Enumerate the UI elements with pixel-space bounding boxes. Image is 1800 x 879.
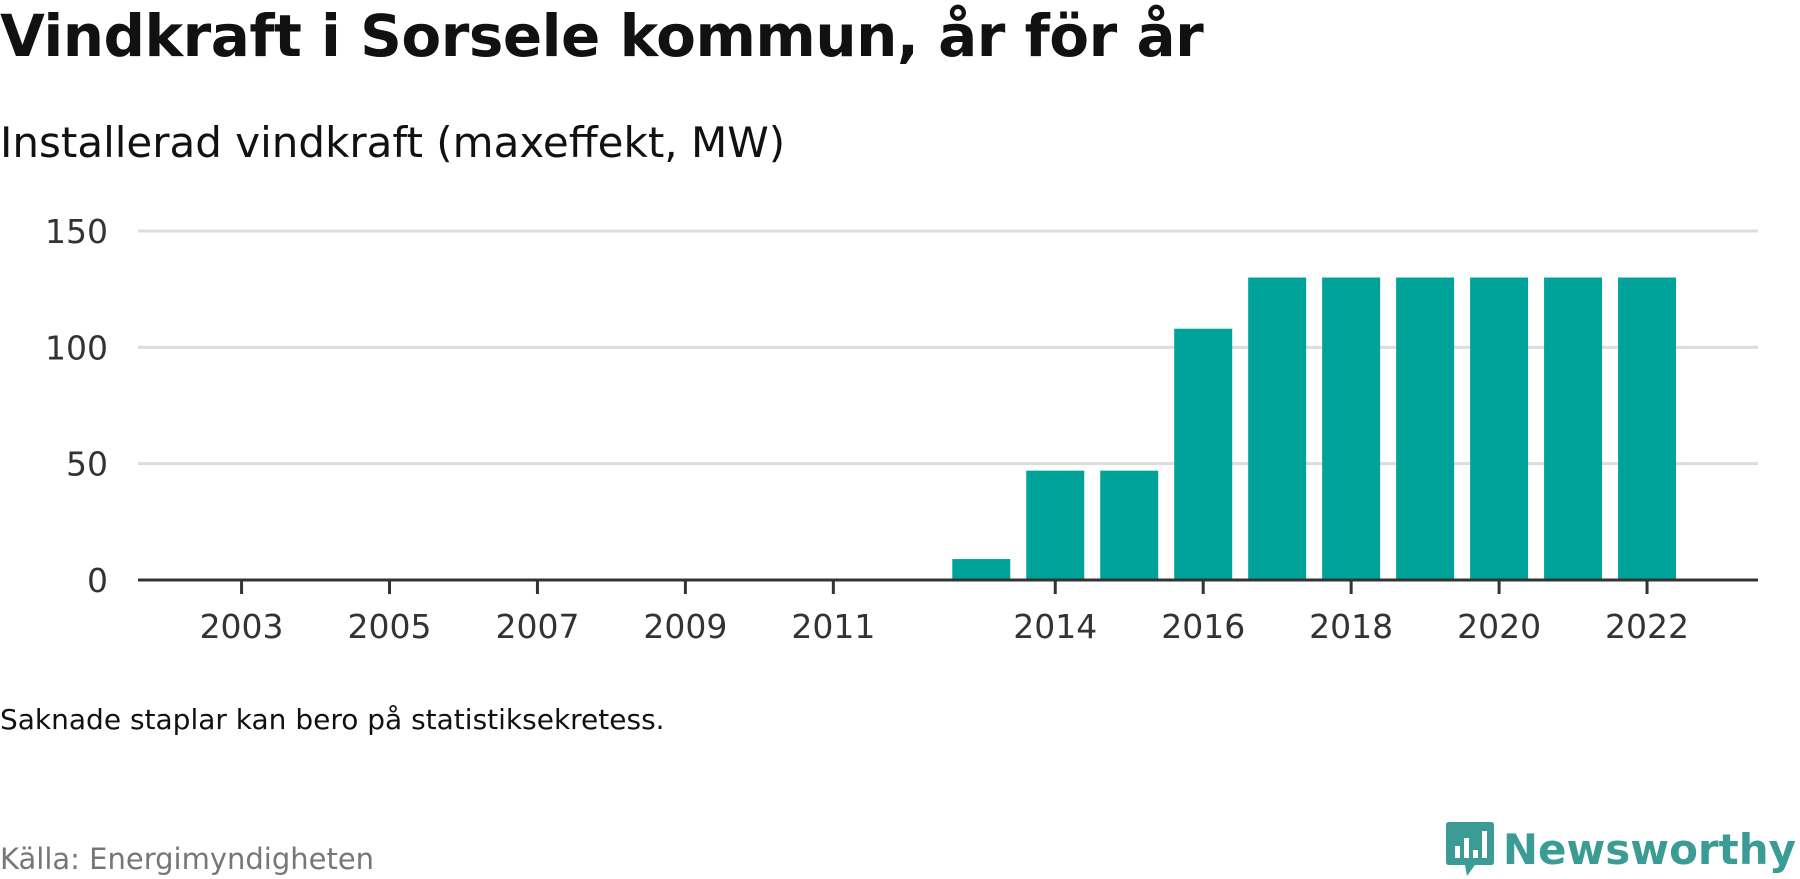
bar bbox=[1026, 470, 1085, 580]
bar bbox=[1470, 277, 1529, 580]
bar bbox=[1248, 277, 1307, 580]
bar bbox=[1174, 328, 1233, 580]
footnote: Saknade staplar kan bero på statistiksek… bbox=[0, 703, 665, 736]
x-tick-label: 2011 bbox=[791, 607, 875, 646]
y-tick-label: 100 bbox=[45, 328, 108, 367]
brand-logo: Newsworthy bbox=[1445, 820, 1796, 878]
chart-title: Vindkraft i Sorsele kommun, år för år bbox=[0, 2, 1204, 70]
x-tick-label: 2018 bbox=[1309, 607, 1393, 646]
bar bbox=[1618, 277, 1677, 580]
bar bbox=[1396, 277, 1455, 580]
chart-subtitle: Installerad vindkraft (maxeffekt, MW) bbox=[0, 118, 786, 167]
bar bbox=[1322, 277, 1381, 580]
x-tick-label: 2022 bbox=[1605, 607, 1689, 646]
bar bbox=[1544, 277, 1603, 580]
x-tick-label: 2003 bbox=[200, 607, 284, 646]
bar-chart: 0 50 100 150 2003 2005 2007 2009 2011 2014 2016 201… bbox=[45, 212, 1758, 646]
y-tick-label: 50 bbox=[66, 445, 108, 484]
y-tick-label: 0 bbox=[87, 561, 108, 600]
x-tick-label: 2020 bbox=[1457, 607, 1541, 646]
x-tick-label: 2014 bbox=[1013, 607, 1097, 646]
bar bbox=[1100, 470, 1159, 580]
x-tick-label: 2007 bbox=[495, 607, 579, 646]
bar bbox=[952, 559, 1011, 580]
x-tick-label: 2009 bbox=[643, 607, 727, 646]
brand-name: Newsworthy bbox=[1502, 824, 1796, 874]
x-tick-label: 2005 bbox=[348, 607, 432, 646]
source-credit: Källa: Energimyndigheten bbox=[0, 842, 375, 876]
newsworthy-logo-icon bbox=[1445, 822, 1494, 876]
y-tick-label: 150 bbox=[45, 212, 108, 251]
x-tick-label: 2016 bbox=[1161, 607, 1245, 646]
